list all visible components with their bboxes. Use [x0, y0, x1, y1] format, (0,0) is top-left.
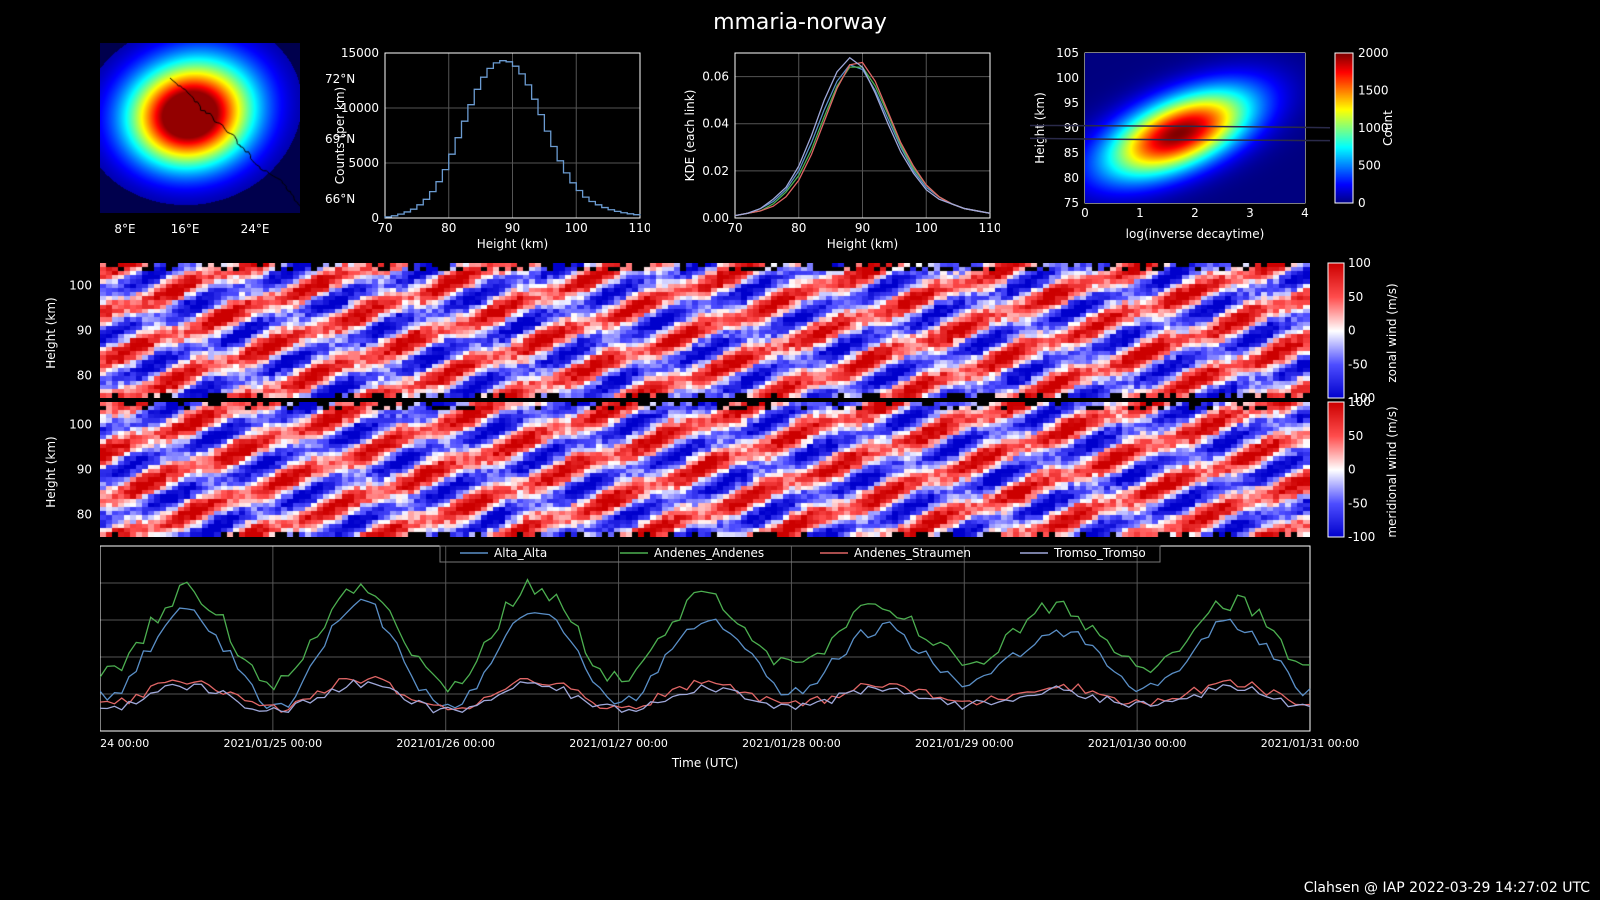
svg-text:8°E: 8°E: [114, 222, 135, 236]
svg-text:Alta_Alta: Alta_Alta: [494, 546, 547, 560]
svg-text:0.06: 0.06: [702, 70, 729, 84]
svg-text:80: 80: [791, 221, 806, 235]
svg-text:0.00: 0.00: [702, 211, 729, 225]
svg-text:Height (km): Height (km): [1033, 92, 1047, 163]
svg-text:70: 70: [377, 221, 392, 235]
svg-text:2: 2: [1191, 206, 1199, 220]
svg-text:16°E: 16°E: [171, 222, 200, 236]
svg-text:80: 80: [1064, 171, 1079, 185]
svg-text:110: 110: [979, 221, 1000, 235]
svg-text:24°E: 24°E: [241, 222, 270, 236]
svg-text:Counts (per km): Counts (per km): [333, 87, 347, 184]
svg-text:90: 90: [77, 324, 92, 338]
svg-text:90: 90: [855, 221, 870, 235]
svg-text:95: 95: [1064, 96, 1079, 110]
svg-text:90: 90: [1064, 121, 1079, 135]
svg-text:80: 80: [77, 508, 92, 522]
svg-text:Tromso_Tromso: Tromso_Tromso: [1053, 546, 1146, 560]
svg-text:2021/01/30 00:00: 2021/01/30 00:00: [1088, 737, 1187, 750]
svg-text:1500: 1500: [1358, 84, 1389, 98]
svg-text:2021/01/25 00:00: 2021/01/25 00:00: [224, 737, 323, 750]
svg-text:0: 0: [1348, 463, 1356, 477]
svg-text:log(inverse decaytime): log(inverse decaytime): [1126, 227, 1265, 241]
svg-text:70: 70: [727, 221, 742, 235]
top-row: 8°E16°E24°E72°N69°N66°N 7080901001100500…: [0, 43, 1600, 253]
svg-text:0: 0: [1358, 196, 1366, 210]
svg-text:Height (km): Height (km): [477, 237, 548, 251]
meridional-wind-panel: 8090100Height (km)-100-50050100meridiona…: [0, 402, 1600, 537]
svg-text:0.04: 0.04: [702, 117, 729, 131]
svg-text:1: 1: [1136, 206, 1144, 220]
zonal-wind-axes: 8090100Height (km)-100-50050100zonal win…: [0, 258, 1500, 403]
svg-text:90: 90: [505, 221, 520, 235]
heat2d-panel: 0 1 2 3 4 75 80 85 90 95 100 105 log(inverse decayti…: [1030, 43, 1400, 253]
counts-chart: 020040060080010002021/01/24 00:002021/01…: [100, 541, 1500, 776]
svg-text:2021/01/31 00:00: 2021/01/31 00:00: [1261, 737, 1360, 750]
counts-panel: 020040060080010002021/01/24 00:002021/01…: [0, 541, 1600, 780]
svg-text:-50: -50: [1348, 496, 1368, 510]
svg-text:Height (km): Height (km): [44, 436, 58, 507]
svg-text:Count: Count: [1381, 110, 1395, 146]
svg-text:0.02: 0.02: [702, 164, 729, 178]
svg-text:90: 90: [77, 463, 92, 477]
svg-text:2021/01/29 00:00: 2021/01/29 00:00: [915, 737, 1014, 750]
svg-text:Height (km): Height (km): [827, 237, 898, 251]
svg-text:85: 85: [1064, 146, 1079, 160]
svg-text:100: 100: [915, 221, 938, 235]
footer-text: Clahsen @ IAP 2022-03-29 14:27:02 UTC: [1304, 880, 1590, 896]
svg-text:3: 3: [1246, 206, 1254, 220]
svg-text:Andenes_Andenes: Andenes_Andenes: [654, 546, 764, 560]
count-colorbar-axes: 0500100015002000Count: [1330, 43, 1400, 253]
svg-text:80: 80: [77, 369, 92, 383]
svg-text:0: 0: [1348, 324, 1356, 338]
zonal-wind-panel: 8090100Height (km)-100-50050100zonal win…: [0, 263, 1600, 398]
svg-text:Time (UTC): Time (UTC): [671, 756, 738, 770]
svg-text:100: 100: [565, 221, 588, 235]
svg-text:2021/01/27 00:00: 2021/01/27 00:00: [569, 737, 668, 750]
kde-panel: 70 80 90 100 110 0.00 0.02 0.04 0.06 Height (km) K…: [680, 43, 1000, 257]
map-panel: 8°E16°E24°E72°N69°N66°N: [100, 43, 300, 217]
svg-text:4: 4: [1301, 206, 1309, 220]
svg-text:100: 100: [1056, 71, 1079, 85]
svg-text:500: 500: [1358, 159, 1381, 173]
svg-text:KDE (each link): KDE (each link): [683, 90, 697, 182]
meridional-wind-axes: 8090100Height (km)-100-50050100meridiona…: [0, 397, 1500, 542]
svg-text:2000: 2000: [1358, 46, 1389, 60]
svg-text:2021/01/24 00:00: 2021/01/24 00:00: [100, 737, 149, 750]
svg-text:Andenes_Straumen: Andenes_Straumen: [854, 546, 971, 560]
svg-text:80: 80: [441, 221, 456, 235]
svg-text:50: 50: [1348, 429, 1363, 443]
svg-text:50: 50: [1348, 290, 1363, 304]
svg-text:-50: -50: [1348, 357, 1368, 371]
svg-text:110: 110: [629, 221, 650, 235]
svg-text:5000: 5000: [348, 156, 379, 170]
svg-text:75: 75: [1064, 196, 1079, 210]
svg-text:100: 100: [1348, 258, 1371, 270]
page-title: mmaria-norway: [0, 0, 1600, 43]
svg-text:100: 100: [69, 418, 92, 432]
svg-text:2021/01/26 00:00: 2021/01/26 00:00: [396, 737, 495, 750]
svg-text:zonal wind (m/s): zonal wind (m/s): [1385, 283, 1399, 382]
histogram-chart: 708090100110050001000015000Height (km)Co…: [330, 43, 650, 253]
histogram-panel: 708090100110050001000015000Height (km)Co…: [330, 43, 650, 257]
svg-text:2021/01/28 00:00: 2021/01/28 00:00: [742, 737, 841, 750]
svg-text:100: 100: [69, 279, 92, 293]
heat2d-heatmap: [1085, 53, 1305, 203]
svg-text:15000: 15000: [341, 46, 379, 60]
svg-text:Height (km): Height (km): [44, 297, 58, 368]
svg-text:meridional wind (m/s): meridional wind (m/s): [1385, 406, 1399, 537]
svg-text:100: 100: [1348, 397, 1371, 409]
svg-text:105: 105: [1056, 46, 1079, 60]
kde-chart: 70 80 90 100 110 0.00 0.02 0.04 0.06 Height (km) K…: [680, 43, 1000, 253]
svg-text:0: 0: [1081, 206, 1089, 220]
svg-text:0: 0: [371, 211, 379, 225]
map-axes: 8°E16°E24°E72°N69°N66°N: [100, 43, 360, 253]
